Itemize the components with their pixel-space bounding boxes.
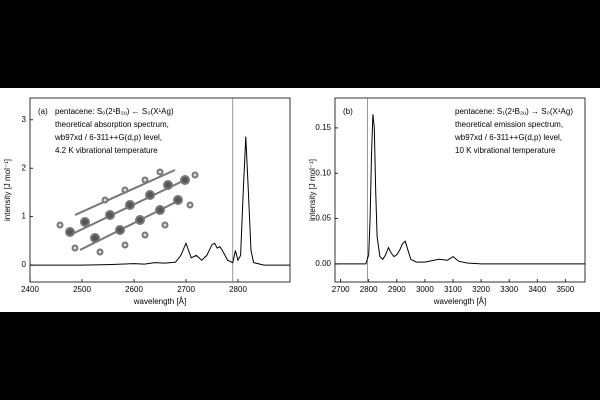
y-tick-label: 3: [22, 115, 27, 124]
x-tick-label: 3500: [556, 285, 574, 294]
x-tick-label: 2600: [125, 285, 143, 294]
molecule-illustration: [56, 168, 199, 256]
plot-frame: [29, 97, 291, 283]
x-tick-label: 3100: [444, 285, 462, 294]
annotation: theoretical emission spectrum,: [455, 120, 563, 129]
x-tick-label: 2500: [73, 285, 91, 294]
y-tick-label: 2: [22, 163, 27, 172]
y-tick-label: 0.10: [315, 168, 331, 177]
x-tick-label: 2800: [360, 285, 378, 294]
y-tick-label: 0.05: [315, 214, 331, 223]
plot-frame: [334, 97, 586, 283]
panel-label: (a): [38, 107, 48, 116]
x-tick-label: 2800: [229, 285, 247, 294]
x-axis-label: wavelength [Å]: [133, 297, 186, 306]
x-tick-label: 3300: [500, 285, 518, 294]
annotation: 10 K vibrational temperature: [455, 146, 556, 155]
x-tick-label: 2700: [177, 285, 195, 294]
x-tick-label: 2900: [388, 285, 406, 294]
x-tick-label: 3400: [528, 285, 546, 294]
annotation: wb97xd / 6-311++G(d,p) level,: [54, 133, 162, 142]
annotation: pentacene: S₁(2¹B₂ᵤ) → S₀(X¹Ag): [455, 107, 573, 116]
x-tick-label: 2700: [332, 285, 350, 294]
annotation: 4.2 K vibrational temperature: [55, 146, 158, 155]
y-tick-label: 0: [22, 260, 27, 269]
x-axis-label: wavelength [Å]: [433, 297, 486, 306]
y-tick-label: 1: [22, 212, 27, 221]
spectrum-line: [30, 136, 290, 266]
y-tick-label: 0.15: [315, 123, 331, 132]
y-axis-label: intensity [J mol⁻¹]: [308, 159, 317, 221]
x-tick-label: 2400: [21, 285, 39, 294]
y-axis-label: intensity [J mol⁻¹]: [3, 159, 12, 221]
x-tick-label: 3200: [472, 285, 490, 294]
y-tick-label: 0.00: [315, 259, 331, 268]
annotation: pentacene: S₀(2¹B₂ᵤ) ← S₀(X¹Ag): [55, 107, 174, 116]
spectrum-line: [335, 114, 585, 265]
annotation: theoretical absorption spectrum,: [55, 120, 169, 129]
x-tick-label: 3000: [416, 285, 434, 294]
figure-area: [0, 88, 600, 312]
panel-label: (b): [343, 107, 353, 116]
annotation: wb97xd / 6-311++G(d,p) level,: [454, 133, 562, 142]
